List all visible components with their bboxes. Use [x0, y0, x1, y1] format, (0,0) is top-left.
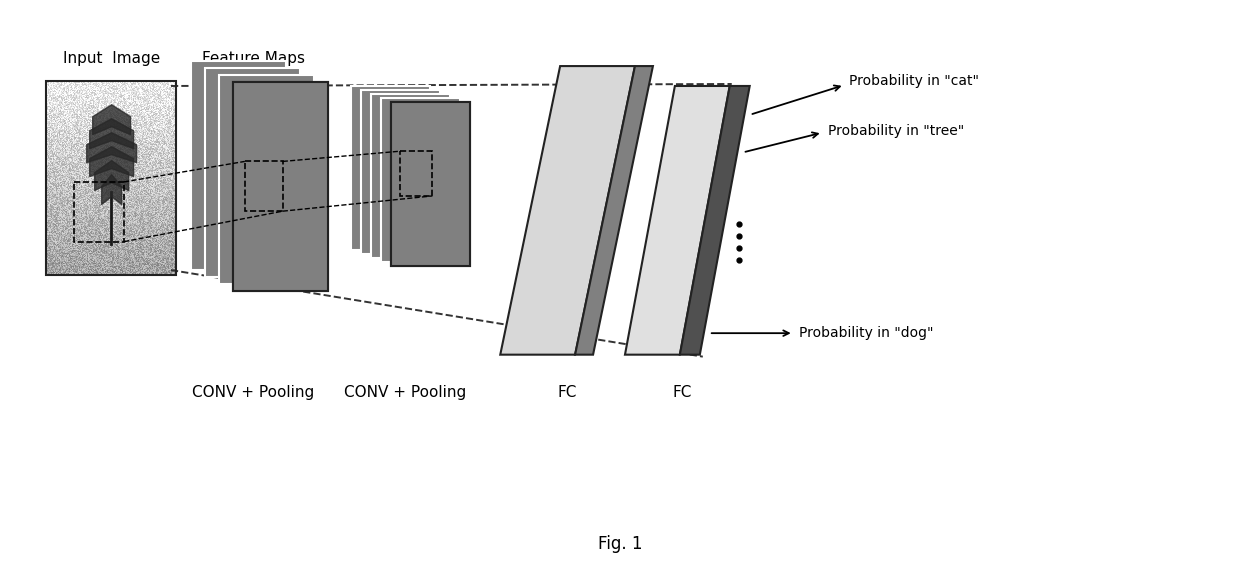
Bar — [401, 151, 433, 196]
Bar — [205, 68, 300, 277]
Text: Feature Maps: Feature Maps — [202, 51, 305, 66]
Text: CONV + Pooling: CONV + Pooling — [192, 384, 315, 399]
Bar — [46, 81, 176, 275]
Bar — [361, 90, 440, 254]
Text: Input  Image: Input Image — [62, 51, 160, 66]
Bar — [391, 102, 470, 266]
Text: Probability in "cat": Probability in "cat" — [849, 74, 980, 88]
Text: Probability in "dog": Probability in "dog" — [799, 326, 932, 340]
Bar — [219, 75, 314, 284]
Text: FC: FC — [558, 384, 578, 399]
Bar — [233, 82, 327, 291]
Bar — [381, 98, 460, 262]
Text: Probability in "tree": Probability in "tree" — [827, 124, 963, 137]
Bar — [371, 94, 450, 258]
Bar — [233, 82, 327, 291]
Polygon shape — [680, 86, 750, 355]
Text: Fig. 1: Fig. 1 — [598, 535, 642, 553]
Polygon shape — [575, 66, 653, 355]
Bar — [244, 161, 283, 211]
Text: FC: FC — [672, 384, 692, 399]
Text: CONV + Pooling: CONV + Pooling — [345, 384, 466, 399]
Bar — [391, 102, 470, 266]
Bar — [191, 61, 285, 270]
Bar — [351, 86, 430, 250]
Bar — [74, 182, 124, 241]
Polygon shape — [500, 66, 635, 355]
Polygon shape — [625, 86, 730, 355]
